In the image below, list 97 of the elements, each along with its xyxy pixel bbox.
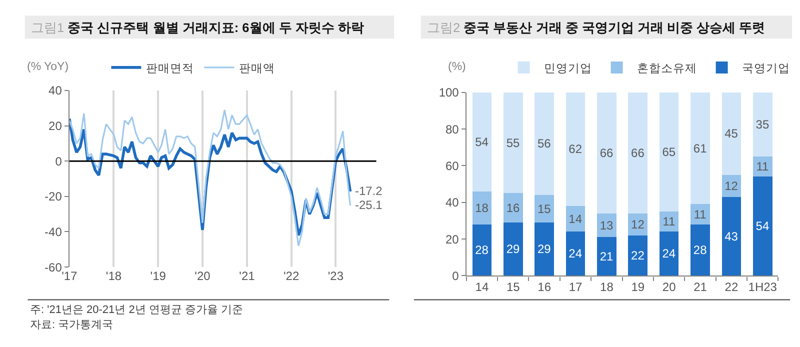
bar [597, 92, 616, 214]
bar [628, 213, 648, 236]
x-tick-label: 22 [724, 280, 738, 294]
data-label: 45 [724, 126, 738, 141]
bar [752, 92, 772, 157]
x-tick-label: 15 [506, 280, 520, 294]
bar [472, 92, 492, 192]
x-tick-label: 18 [600, 280, 614, 294]
y-tick-label: -60 [44, 260, 62, 274]
data-label: 29 [538, 242, 552, 256]
data-label: 54 [475, 134, 489, 149]
data-label: 54 [756, 219, 770, 234]
chart-title: 그림2 중국 부동산 거래 중 국영기업 거래 비중 상승세 뚜렷 [427, 20, 766, 35]
y-tick-label: 0 [55, 154, 62, 168]
text: 주: '21년은 20-21년 2년 연평균 증가율 기준 [30, 304, 243, 316]
data-label: 16 [506, 200, 520, 215]
x-tick-label: '17 [62, 269, 78, 284]
bar [659, 92, 679, 212]
annotation: -17.2 [355, 184, 383, 198]
x-tick-label: '21 [239, 269, 256, 284]
x-tick-label: '20 [194, 269, 211, 284]
data-label: 56 [538, 136, 552, 151]
y-tick-label: 40 [446, 196, 460, 210]
bar [628, 235, 648, 276]
legend-label: 판매면적 [146, 62, 194, 75]
data-label: 43 [724, 229, 738, 244]
bar [566, 92, 586, 206]
x-tick-label: 16 [538, 280, 552, 294]
y-axis-title: (% YoY) [27, 61, 69, 73]
y-tick-label: 20 [446, 232, 460, 246]
data-label: 62 [568, 142, 582, 156]
data-label: 11 [694, 207, 707, 222]
data-label: 15 [538, 202, 552, 216]
bar [472, 224, 492, 276]
bar [534, 222, 554, 276]
y-tick-label: 60 [446, 158, 460, 173]
text: 자료: 국가통계국 [30, 319, 114, 331]
x-tick-label: '23 [328, 269, 344, 284]
data-label: 13 [600, 218, 614, 232]
x-tick-label: '19 [150, 269, 166, 284]
bar [628, 92, 648, 214]
bar [566, 232, 586, 276]
data-label: 24 [662, 246, 676, 261]
y-tick-label: 40 [48, 84, 62, 98]
x-tick-label: 19 [631, 280, 645, 294]
y-tick-label: 80 [446, 122, 460, 136]
y-axis-title: (%) [448, 61, 466, 73]
chart-title: 그림1 중국 신규주택 월별 거래지표: 6월에 두 자릿수 하락 [31, 20, 364, 35]
bar [503, 222, 523, 276]
data-label: 28 [475, 243, 489, 258]
x-tick-label: 17 [568, 280, 583, 294]
y-tick-label: 100 [438, 86, 460, 100]
data-label: 29 [506, 242, 520, 256]
bar [690, 92, 710, 204]
data-label: 21 [600, 249, 614, 264]
data-label: 66 [600, 146, 614, 160]
x-tick-label: 14 [475, 280, 489, 294]
x-tick-label: '18 [106, 269, 122, 284]
bar [597, 237, 616, 276]
data-label: 35 [756, 117, 770, 132]
bar [472, 191, 492, 224]
y-tick-label: -20 [44, 190, 62, 204]
bar [722, 92, 742, 175]
y-tick-label: -40 [44, 224, 62, 239]
bar [722, 196, 742, 276]
legend-label: 판매액 [239, 62, 276, 75]
bar [752, 176, 772, 276]
data-label: 18 [475, 200, 489, 215]
data-label: 61 [693, 141, 708, 156]
data-label: 24 [568, 246, 582, 261]
data-label: 55 [506, 136, 520, 150]
legend-label: 혼합소유제 [636, 62, 697, 75]
bar [534, 195, 554, 223]
legend-label: 민영기업 [544, 62, 592, 75]
bar [534, 92, 554, 196]
data-label: 12 [631, 217, 645, 232]
data-label: 28 [693, 243, 708, 258]
bar [503, 193, 523, 223]
data-label: 12 [724, 178, 738, 193]
bar [503, 92, 523, 194]
data-label: 11 [662, 214, 676, 229]
bar [690, 224, 710, 276]
annotation: -25.1 [355, 198, 383, 212]
legend-label: 국영기업 [742, 62, 790, 75]
x-tick-label: 20 [662, 280, 676, 294]
data-label: 22 [631, 248, 645, 263]
y-tick-label: 0 [452, 268, 460, 283]
data-label: 66 [631, 146, 645, 160]
data-label: 14 [568, 212, 582, 226]
data-label: 65 [662, 144, 676, 159]
x-tick-label: 1H23 [748, 280, 778, 294]
y-tick-label: 20 [48, 119, 62, 134]
x-tick-label: 21 [694, 280, 708, 294]
data-label: 11 [756, 160, 770, 174]
bar [690, 204, 710, 224]
bar [659, 232, 679, 276]
x-tick-label: '22 [284, 269, 300, 284]
